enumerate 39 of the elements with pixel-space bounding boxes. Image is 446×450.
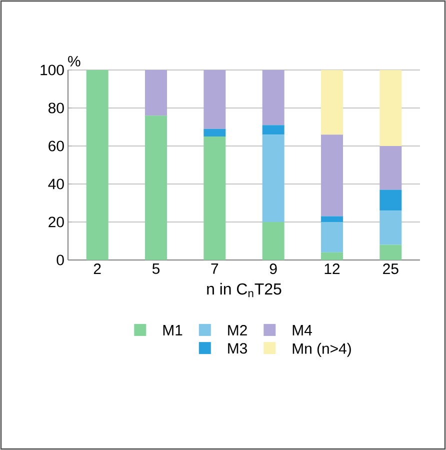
bar — [262, 125, 284, 135]
bar — [320, 222, 343, 252]
bar — [320, 252, 343, 260]
y-tick-label: 20 — [48, 216, 64, 228]
x-tick-label: 25 — [383, 264, 398, 274]
x-axis-title: n in C$_{n}$T25 — [207, 282, 282, 298]
bar — [380, 190, 402, 211]
bar — [380, 210, 402, 245]
y-tick-label: 0 — [56, 254, 64, 266]
y-tick-label: 40 — [48, 178, 64, 190]
bar — [145, 116, 167, 260]
x-tick-label: 7 — [211, 264, 218, 274]
bar — [262, 70, 284, 126]
bar — [320, 134, 343, 216]
x-tick-label: 9 — [270, 264, 277, 274]
legend-label: M2 — [228, 324, 247, 336]
y-tick-label: 80 — [48, 102, 64, 114]
bar — [380, 70, 402, 146]
bar — [320, 216, 343, 222]
bar — [86, 70, 108, 260]
y-axis-title: % — [68, 56, 80, 66]
legend-label: M3 — [228, 343, 247, 354]
bar — [320, 70, 343, 135]
bar — [145, 70, 167, 116]
y-tick-label: 60 — [48, 140, 64, 152]
bar — [380, 146, 402, 190]
x-tick-label: 5 — [152, 264, 160, 274]
x-tick-label: 12 — [324, 264, 340, 274]
x-tick-label: 2 — [94, 264, 101, 274]
legend-label: M4 — [292, 325, 312, 336]
bar — [262, 222, 284, 260]
y-tick-label: 100 — [40, 64, 64, 76]
bar — [380, 244, 402, 260]
legend-label: Mn (n>4) — [292, 342, 351, 357]
bar — [204, 70, 226, 129]
legend-label: M1 — [163, 325, 182, 336]
bar — [204, 128, 226, 136]
bar — [204, 136, 226, 260]
bar — [262, 134, 284, 222]
